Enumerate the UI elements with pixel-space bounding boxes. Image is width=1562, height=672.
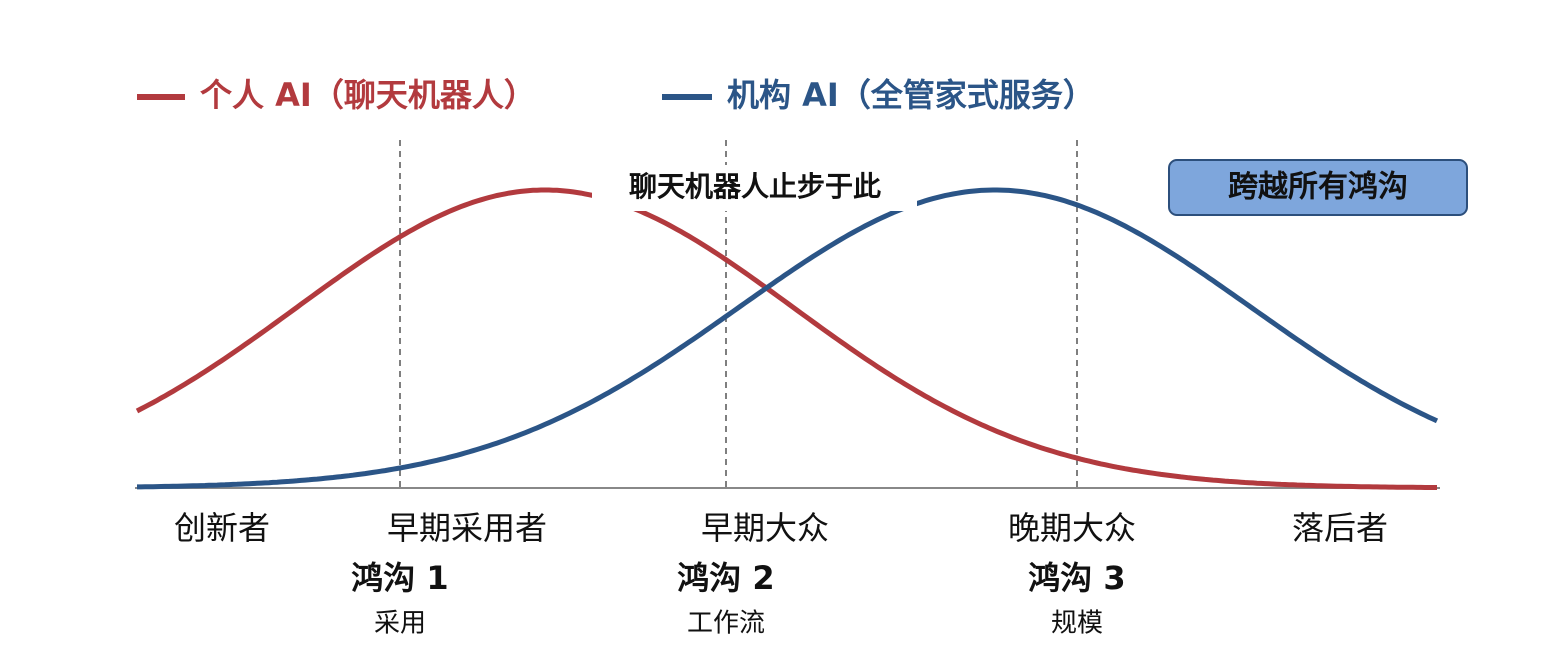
stage-label: 早期大众 <box>701 509 829 547</box>
stage-label: 创新者 <box>174 509 270 547</box>
chasm-sublabel: 采用 <box>374 609 426 639</box>
legend-label: 个人 AI（聊天机器人） <box>200 76 536 114</box>
chasm-sublabel: 规模 <box>1051 609 1103 639</box>
annotation-bg <box>592 165 917 211</box>
stage-label: 落后者 <box>1292 509 1388 547</box>
stage-label: 早期采用者 <box>387 509 547 547</box>
chasm-label: 鸿沟 1 <box>351 559 448 597</box>
chasm-label: 鸿沟 3 <box>1028 559 1125 597</box>
legend-label: 机构 AI（全管家式服务） <box>727 76 1095 114</box>
annotation: 聊天机器人止步于此 <box>629 170 881 203</box>
callout: 跨越所有鸿沟 <box>1228 170 1408 205</box>
stage-label: 晚期大众 <box>1008 509 1136 547</box>
callout-box <box>1168 159 1468 216</box>
chasm-sublabel: 工作流 <box>687 609 765 639</box>
personal-ai-curve <box>135 187 1437 490</box>
chasm-label: 鸿沟 2 <box>677 559 774 597</box>
institutional-ai-curve <box>137 187 1439 490</box>
